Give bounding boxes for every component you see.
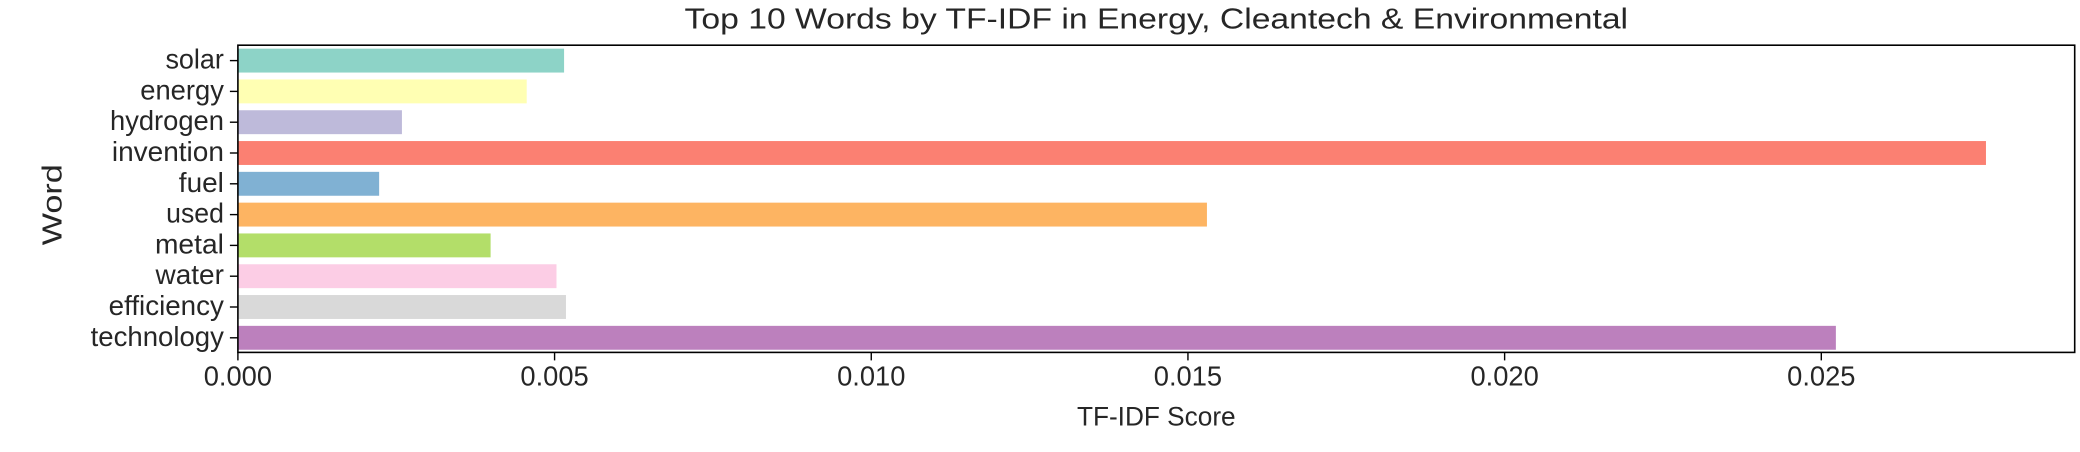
svg-text:hydrogen: hydrogen [110, 105, 224, 136]
svg-text:efficiency: efficiency [109, 290, 224, 321]
svg-text:metal: metal [155, 228, 224, 259]
svg-text:used: used [166, 198, 224, 229]
svg-text:0.010: 0.010 [837, 360, 905, 391]
svg-text:energy: energy [140, 74, 224, 105]
svg-text:0.005: 0.005 [520, 360, 588, 391]
svg-text:invention: invention [112, 136, 224, 167]
svg-text:technology: technology [91, 321, 224, 352]
svg-text:0.000: 0.000 [204, 360, 272, 391]
svg-text:water: water [155, 259, 224, 290]
svg-text:solar: solar [165, 44, 223, 75]
svg-text:TF-IDF Score: TF-IDF Score [1077, 401, 1236, 431]
svg-text:0.025: 0.025 [1787, 360, 1855, 391]
svg-text:0.015: 0.015 [1154, 360, 1222, 391]
svg-text:0.020: 0.020 [1470, 360, 1538, 391]
svg-text:Word: Word [37, 164, 68, 245]
svg-text:Top 10 Words by TF-IDF in Ener: Top 10 Words by TF-IDF in Energy, Cleant… [685, 4, 1629, 36]
svg-text:fuel: fuel [179, 167, 224, 198]
